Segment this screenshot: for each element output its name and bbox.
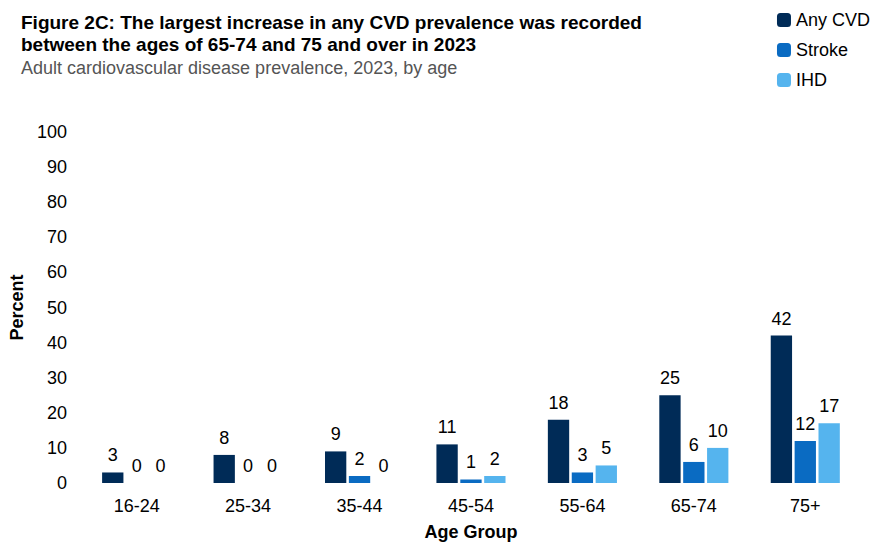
svg-text:10: 10 <box>47 438 67 458</box>
svg-text:35-44: 35-44 <box>337 496 383 516</box>
svg-text:40: 40 <box>47 333 67 353</box>
svg-text:0: 0 <box>378 456 388 476</box>
svg-text:11: 11 <box>438 417 457 437</box>
svg-text:70: 70 <box>47 227 67 247</box>
svg-text:55-64: 55-64 <box>559 496 605 516</box>
svg-text:50: 50 <box>47 298 67 318</box>
svg-text:90: 90 <box>47 157 67 177</box>
svg-text:16-24: 16-24 <box>114 496 160 516</box>
svg-text:17: 17 <box>819 396 839 416</box>
svg-text:30: 30 <box>47 368 67 388</box>
svg-text:45-54: 45-54 <box>448 496 494 516</box>
svg-text:6: 6 <box>689 435 699 455</box>
svg-text:1: 1 <box>466 452 476 472</box>
svg-text:9: 9 <box>331 424 341 444</box>
svg-text:between the ages of 65-74 and: between the ages of 65-74 and 75 and ove… <box>21 34 476 55</box>
svg-text:0: 0 <box>57 473 67 493</box>
svg-text:75+: 75+ <box>790 496 821 516</box>
svg-text:Stroke: Stroke <box>796 40 848 60</box>
svg-text:0: 0 <box>156 456 166 476</box>
svg-text:100: 100 <box>37 122 67 142</box>
svg-text:0: 0 <box>132 456 142 476</box>
svg-text:2: 2 <box>490 449 500 469</box>
svg-text:Any CVD: Any CVD <box>796 10 870 30</box>
svg-text:25-34: 25-34 <box>225 496 271 516</box>
svg-text:42: 42 <box>771 309 791 329</box>
svg-text:IHD: IHD <box>796 70 827 90</box>
svg-text:Figure 2C: The largest increas: Figure 2C: The largest increase in any C… <box>21 12 647 33</box>
svg-text:8: 8 <box>219 428 229 448</box>
svg-text:60: 60 <box>47 262 67 282</box>
svg-text:3: 3 <box>577 445 587 465</box>
svg-text:5: 5 <box>601 438 611 458</box>
svg-text:0: 0 <box>267 456 277 476</box>
svg-text:0: 0 <box>243 456 253 476</box>
svg-text:25: 25 <box>660 368 680 388</box>
svg-text:Adult cardiovascular disease p: Adult cardiovascular disease prevalence,… <box>21 58 457 78</box>
svg-text:80: 80 <box>47 192 67 212</box>
svg-text:18: 18 <box>549 393 569 413</box>
svg-text:12: 12 <box>795 414 815 434</box>
svg-text:Age Group: Age Group <box>424 522 517 542</box>
svg-text:Percent: Percent <box>7 274 27 340</box>
svg-text:65-74: 65-74 <box>671 496 717 516</box>
svg-text:2: 2 <box>355 449 365 469</box>
svg-text:10: 10 <box>708 421 728 441</box>
svg-text:20: 20 <box>47 403 67 423</box>
svg-text:3: 3 <box>108 445 118 465</box>
